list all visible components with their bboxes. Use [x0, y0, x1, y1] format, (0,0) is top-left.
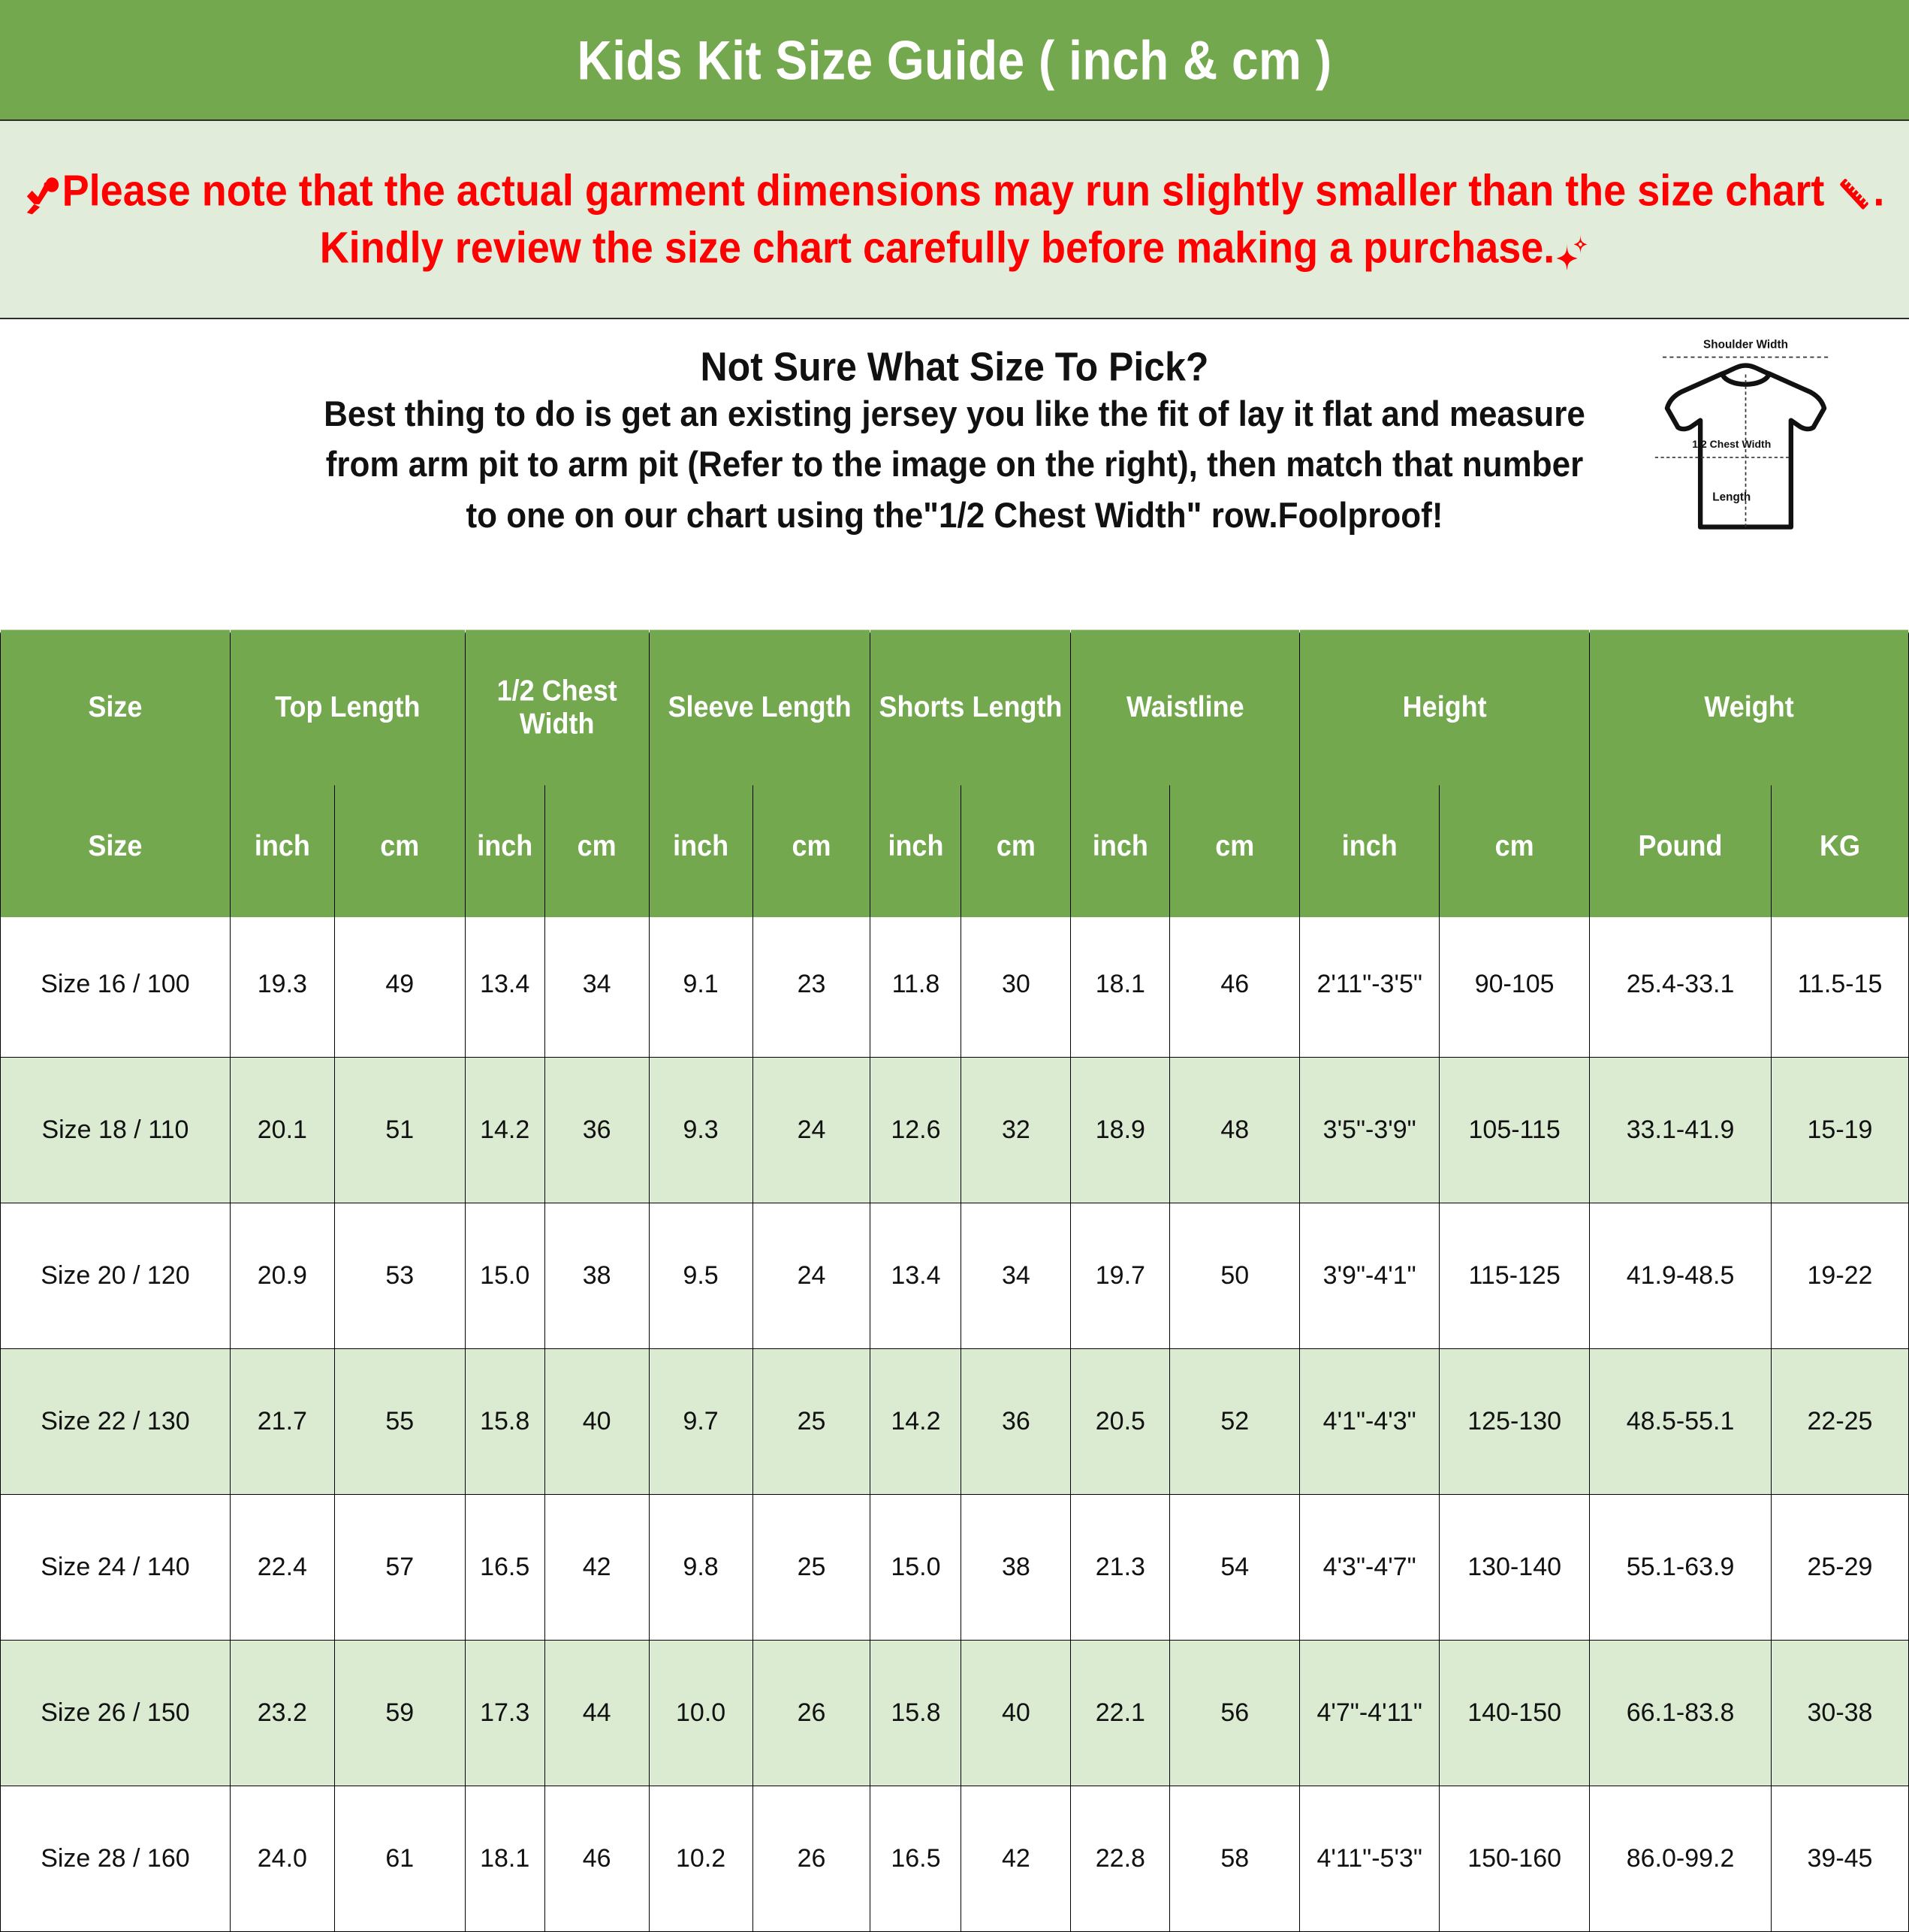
svg-text:Length: Length — [1712, 491, 1751, 504]
svg-text:Shoulder Width: Shoulder Width — [1703, 339, 1788, 352]
svg-text:1/2 Chest Width: 1/2 Chest Width — [1692, 438, 1771, 450]
